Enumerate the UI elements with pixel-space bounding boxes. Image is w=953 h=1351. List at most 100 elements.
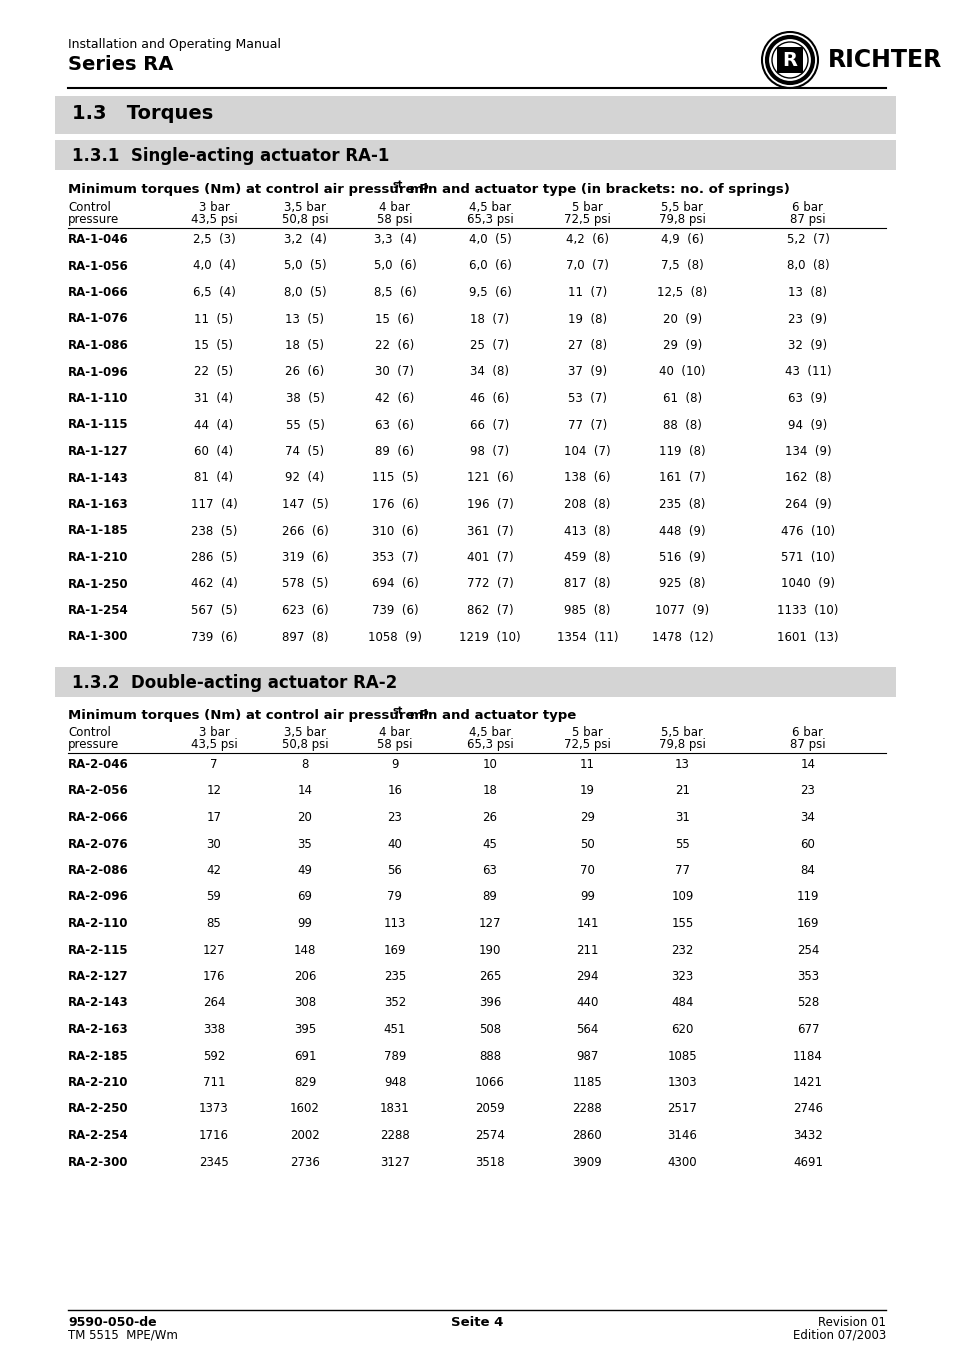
Text: 476  (10): 476 (10): [781, 524, 834, 538]
Text: RA-2-086: RA-2-086: [68, 865, 129, 877]
Text: RA-2-066: RA-2-066: [68, 811, 129, 824]
Text: 13  (8): 13 (8): [788, 286, 826, 299]
Text: 4,9  (6): 4,9 (6): [660, 232, 703, 246]
Text: 462  (4): 462 (4): [191, 577, 237, 590]
Text: 119  (8): 119 (8): [659, 444, 705, 458]
Text: 53  (7): 53 (7): [567, 392, 606, 405]
Text: TM 5515  MPE/Wm: TM 5515 MPE/Wm: [68, 1329, 177, 1342]
Text: 50: 50: [579, 838, 595, 851]
Text: 6,0  (6): 6,0 (6): [468, 259, 511, 273]
Text: 352: 352: [383, 997, 406, 1009]
Text: 829: 829: [294, 1075, 315, 1089]
Text: 89: 89: [482, 890, 497, 904]
Text: 8,5  (6): 8,5 (6): [374, 286, 416, 299]
Text: min and actuator type (in brackets: no. of springs): min and actuator type (in brackets: no. …: [405, 182, 789, 196]
Text: 2574: 2574: [475, 1129, 504, 1142]
Text: 1373: 1373: [199, 1102, 229, 1116]
Text: 5,5 bar: 5,5 bar: [660, 725, 702, 739]
Text: 26: 26: [482, 811, 497, 824]
Text: 266  (6): 266 (6): [281, 524, 328, 538]
Text: RA-2-056: RA-2-056: [68, 785, 129, 797]
Text: 2059: 2059: [475, 1102, 504, 1116]
Text: 353: 353: [796, 970, 819, 984]
Text: 43  (11): 43 (11): [784, 366, 830, 378]
Text: 888: 888: [478, 1050, 500, 1062]
Text: 323: 323: [671, 970, 693, 984]
Text: 12,5  (8): 12,5 (8): [657, 286, 707, 299]
Text: RA-1-143: RA-1-143: [68, 471, 129, 485]
Text: 235: 235: [383, 970, 406, 984]
Text: RA-1-076: RA-1-076: [68, 312, 129, 326]
Text: 55: 55: [675, 838, 689, 851]
Text: Control: Control: [68, 725, 111, 739]
Text: 578  (5): 578 (5): [281, 577, 328, 590]
Text: 72,5 psi: 72,5 psi: [563, 213, 610, 226]
Text: RA-1-300: RA-1-300: [68, 631, 129, 643]
Text: 3 bar: 3 bar: [198, 725, 230, 739]
Text: 176: 176: [203, 970, 225, 984]
Text: 4 bar: 4 bar: [379, 725, 410, 739]
Text: 1.3.1  Single-acting actuator RA-1: 1.3.1 Single-acting actuator RA-1: [71, 147, 389, 165]
Text: RA-1-086: RA-1-086: [68, 339, 129, 353]
Text: 30: 30: [207, 838, 221, 851]
Text: 9590-050-de: 9590-050-de: [68, 1316, 156, 1329]
Text: RA-2-096: RA-2-096: [68, 890, 129, 904]
Text: 65,3 psi: 65,3 psi: [466, 738, 513, 751]
Text: 567  (5): 567 (5): [191, 604, 237, 617]
Text: RA-2-210: RA-2-210: [68, 1075, 129, 1089]
Text: 1219  (10): 1219 (10): [458, 631, 520, 643]
Text: 81  (4): 81 (4): [194, 471, 233, 485]
Text: 2736: 2736: [290, 1155, 319, 1169]
Text: 711: 711: [203, 1075, 225, 1089]
Text: 59: 59: [207, 890, 221, 904]
Text: pressure: pressure: [68, 213, 119, 226]
Text: Minimum torques (Nm) at control air pressure P: Minimum torques (Nm) at control air pres…: [68, 709, 429, 721]
Text: RA-1-046: RA-1-046: [68, 232, 129, 246]
Text: RA-2-163: RA-2-163: [68, 1023, 129, 1036]
Text: 789: 789: [383, 1050, 406, 1062]
Text: 691: 691: [294, 1050, 315, 1062]
Text: 63  (6): 63 (6): [375, 419, 415, 431]
Text: 739  (6): 739 (6): [191, 631, 237, 643]
Text: 4300: 4300: [667, 1155, 697, 1169]
Text: 58 psi: 58 psi: [376, 738, 413, 751]
Text: 121  (6): 121 (6): [466, 471, 513, 485]
Text: 264: 264: [203, 997, 225, 1009]
Text: 571  (10): 571 (10): [781, 551, 834, 563]
Text: 190: 190: [478, 943, 500, 957]
Text: 2860: 2860: [572, 1129, 601, 1142]
Text: 286  (5): 286 (5): [191, 551, 237, 563]
Text: RA-1-056: RA-1-056: [68, 259, 129, 273]
Bar: [55, 667, 895, 697]
Text: 4,0  (5): 4,0 (5): [468, 232, 511, 246]
Text: 6 bar: 6 bar: [792, 201, 822, 213]
Text: Seite 4: Seite 4: [451, 1316, 502, 1329]
Text: 46  (6): 46 (6): [470, 392, 509, 405]
Text: RA-2-300: RA-2-300: [68, 1155, 129, 1169]
Text: 361  (7): 361 (7): [466, 524, 513, 538]
Text: 208  (8): 208 (8): [564, 499, 610, 511]
Text: 1421: 1421: [792, 1075, 822, 1089]
Text: 948: 948: [383, 1075, 406, 1089]
Text: 16: 16: [387, 785, 402, 797]
Text: 79,8 psi: 79,8 psi: [659, 213, 705, 226]
Text: 29: 29: [579, 811, 595, 824]
Text: 564: 564: [576, 1023, 598, 1036]
Text: 11: 11: [579, 758, 595, 771]
Text: 34  (8): 34 (8): [470, 366, 509, 378]
Text: RA-2-185: RA-2-185: [68, 1050, 129, 1062]
Text: 22  (6): 22 (6): [375, 339, 415, 353]
Text: 1085: 1085: [667, 1050, 697, 1062]
Text: 592: 592: [203, 1050, 225, 1062]
Text: 127: 127: [478, 917, 500, 929]
Text: 60  (4): 60 (4): [194, 444, 233, 458]
Text: 99: 99: [297, 917, 313, 929]
Text: 74  (5): 74 (5): [285, 444, 324, 458]
Text: 2288: 2288: [572, 1102, 601, 1116]
Text: 8: 8: [301, 758, 309, 771]
Text: 89  (6): 89 (6): [375, 444, 415, 458]
Text: RA-1-096: RA-1-096: [68, 366, 129, 378]
Text: 11  (5): 11 (5): [194, 312, 233, 326]
Text: 113: 113: [383, 917, 406, 929]
Text: 211: 211: [576, 943, 598, 957]
